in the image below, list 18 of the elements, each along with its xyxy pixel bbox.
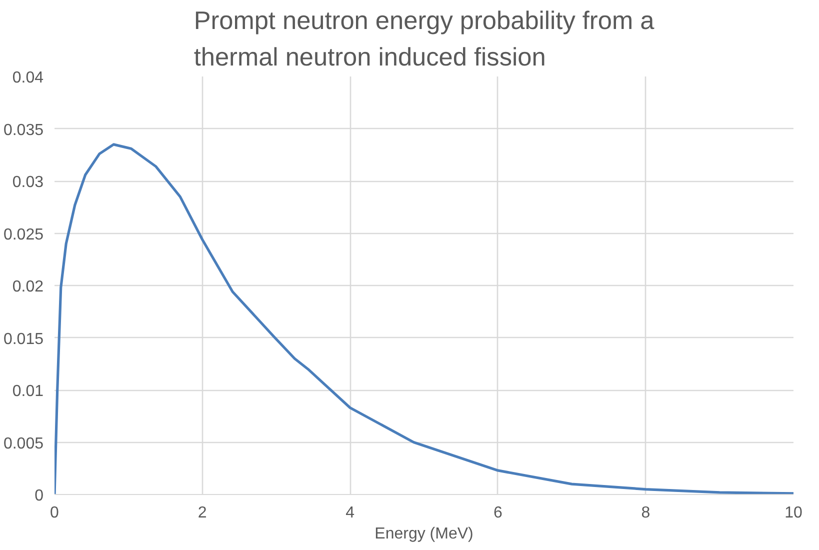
y-tick-label: 0.025 xyxy=(3,226,44,244)
x-tick-label: 4 xyxy=(346,504,355,522)
x-tick-label: 10 xyxy=(784,504,802,522)
y-tick-label: 0.04 xyxy=(12,70,44,86)
x-tick-label: 2 xyxy=(198,504,207,522)
y-tick-label: 0.03 xyxy=(12,174,44,191)
y-tick-label: 0 xyxy=(34,488,44,504)
y-tick-label: 0.015 xyxy=(3,330,44,348)
y-tick-label: 0.02 xyxy=(12,278,44,296)
y-tick-label: 0.035 xyxy=(3,122,44,139)
x-tick-label: 6 xyxy=(493,504,502,522)
line-series xyxy=(54,143,794,494)
x-tick-label: 8 xyxy=(641,504,650,522)
x-axis-title: Energy (MeV) xyxy=(374,526,474,542)
chart-title: Prompt neutron energy probability from a thermal neutron induced fission xyxy=(194,7,656,72)
y-tick-label: 0.005 xyxy=(3,435,44,452)
x-tick-label: 0 xyxy=(50,504,60,522)
y-tick-label: 0.01 xyxy=(12,383,44,400)
